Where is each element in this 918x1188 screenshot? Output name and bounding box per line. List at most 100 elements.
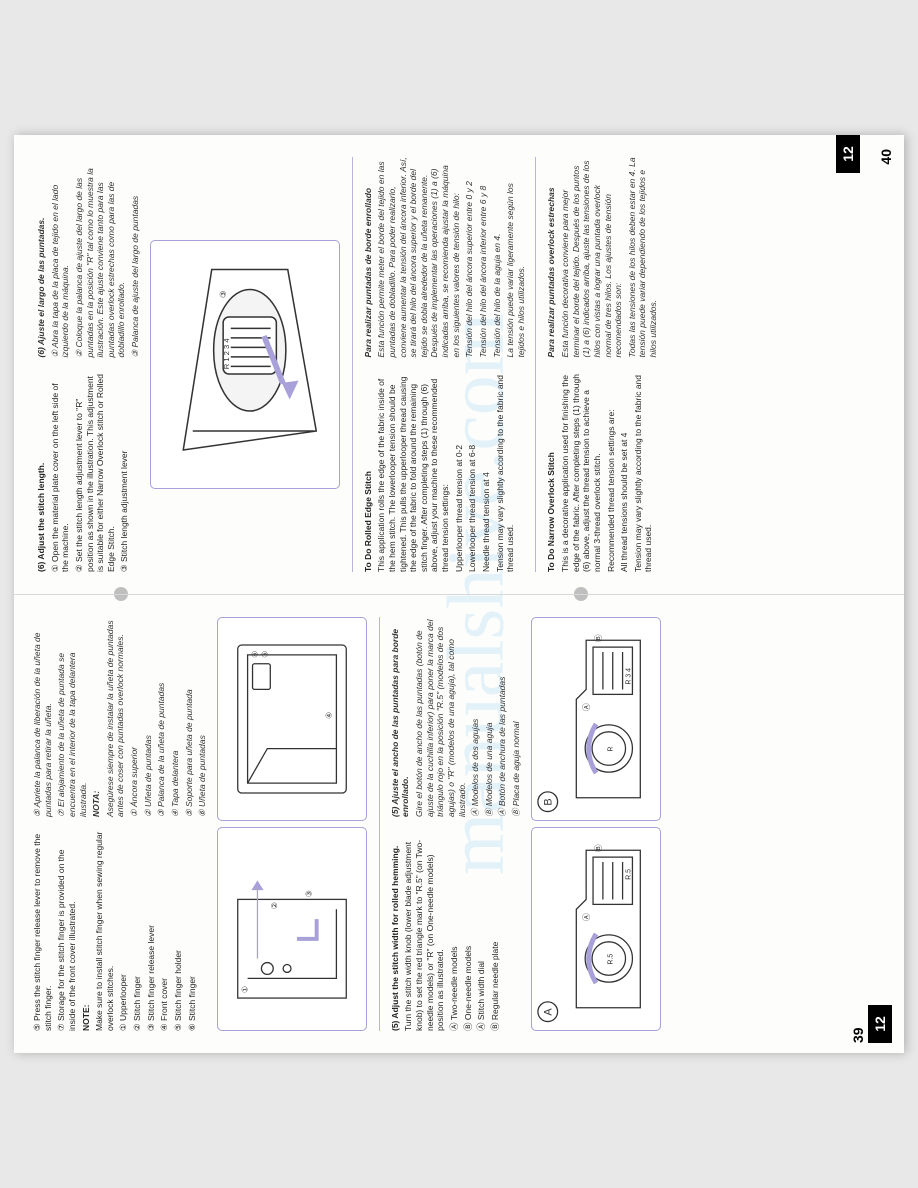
legend-item: Ⓑ One-needle models (463, 831, 474, 1031)
body-text: Esta función permite meter el borde del … (376, 157, 461, 358)
col-en: ⑤ Press the stitch finger release lever … (32, 831, 211, 1031)
legend-item: Ⓑ Regular needle plate (490, 831, 501, 1031)
body-text: ⑦ Storage for the stitch finger is provi… (56, 831, 77, 1031)
section-heading: Para realizar puntadas de borde enrollad… (363, 157, 374, 358)
body-text: ⑤ Press the stitch finger release lever … (32, 831, 53, 1031)
legend-item: Ⓐ Two-needle models (449, 831, 460, 1031)
note-body: Asegúrese siempre de instalar la uñeta d… (105, 617, 126, 817)
legend-item: ② Stitch finger (132, 831, 143, 1031)
svg-text:R 3 4: R 3 4 (625, 668, 632, 685)
width-dial-b-illustration: B R R 3 4 Ⓐ Ⓑ (531, 617, 661, 821)
tension-note: Tension may vary slightly according to t… (633, 372, 654, 573)
step-heading: (5) Adjust the stitch width for rolled h… (390, 831, 401, 1031)
page-40: (6) Adjust the stitch length. ① Open the… (14, 135, 904, 594)
separator (379, 617, 380, 1031)
svg-text:R.5: R.5 (607, 954, 614, 965)
body-text: ② Set the stitch length adjustment lever… (74, 372, 117, 573)
page-number: 40 (878, 149, 894, 165)
page-number: 39 (850, 1027, 866, 1043)
col-es: Para realizar puntadas overlock estrecha… (542, 157, 661, 358)
legend-item: ④ Tapa delantera (170, 617, 181, 817)
col-en: To Do Narrow Overlock Stitch This is a d… (542, 372, 661, 573)
note-heading: NOTA: (91, 617, 102, 817)
top-section: ⑤ Press the stitch finger release lever … (32, 617, 211, 1031)
stitch-finger-illustration: ① ② ③ (217, 827, 367, 1031)
mid-section: (5) Adjust the stitch width for rolled h… (386, 617, 525, 1031)
legend-item: Ⓐ Stitch width dial (476, 831, 487, 1031)
section-heading: Para realizar puntadas overlock estrecha… (546, 157, 557, 358)
tension-note: Tension may vary slightly according to t… (495, 372, 516, 573)
section-heading: To Do Rolled Edge Stitch (363, 372, 374, 573)
svg-text:④: ④ (324, 712, 333, 719)
svg-text:R: R (607, 746, 614, 751)
col-en: (5) Adjust the stitch width for rolled h… (386, 831, 525, 1031)
legend-item: ④ Front cover (159, 831, 170, 1031)
legend-item: ① Upperlooper (118, 831, 129, 1031)
col-en: (6) Adjust the stitch length. ① Open the… (32, 372, 144, 573)
svg-text:②: ② (270, 902, 279, 909)
legend-item: Ⓑ Modelos de una aguja (484, 617, 495, 817)
step-heading: (6) Adjust the stitch length. (36, 372, 47, 573)
tension-setting: Tensión del hilo del áncora superior ent… (464, 157, 475, 358)
body-text: ① Abra la tapa de la placa de tejido en … (50, 157, 71, 358)
svg-text:③: ③ (218, 290, 228, 298)
legend-item: Ⓐ Botón de anchura de las puntadas (497, 617, 508, 817)
separator (352, 157, 353, 572)
legend-item: ⑥ Stitch finger (187, 831, 198, 1031)
stitch-length-illustration: R 1 2 3 4 ③ (150, 240, 340, 489)
step-heading: (6) Ajuste el largo de las puntadas. (36, 157, 47, 358)
svg-text:B: B (542, 798, 554, 805)
illustration-row: A R.5 R.5 Ⓐ Ⓑ B (525, 617, 667, 1031)
narrow-overlock-section: To Do Narrow Overlock Stitch This is a d… (542, 157, 661, 572)
body-text: ① Open the material plate cover on the l… (50, 372, 71, 573)
tension-setting: Upperlooper thread tension at 0-2 (454, 372, 465, 573)
svg-text:Ⓑ: Ⓑ (594, 634, 603, 642)
body-text: ⑤ Apriete la palanca de liberación de la… (32, 617, 53, 817)
body-text: Gire el botón de ancho de las puntadas (… (414, 617, 467, 817)
svg-text:⑤: ⑤ (260, 651, 269, 658)
tension-setting: Lowerlooper thread tension at 6-8 (467, 372, 478, 573)
body-text: Recommended thread tension settings are: (606, 372, 617, 573)
body-text: ⑦ El alojamiento de la uñeta de puntada … (56, 617, 88, 817)
legend-item: Ⓑ Placa de aguja normal (511, 617, 522, 817)
tension-setting: All thread tensions should be set at 4 (619, 372, 630, 573)
tension-note: La tensión puede variar ligeramente segú… (505, 157, 526, 358)
page-spread: manualshive.com ⑤ Press the stitch finge… (14, 135, 904, 1053)
svg-text:A: A (542, 1008, 554, 1016)
col-es: Para realizar puntadas de borde enrollad… (359, 157, 530, 358)
step-heading: (5) Ajuste el ancho de las puntadas para… (390, 617, 411, 817)
legend: ① Upperlooper ② Stitch finger ③ Stitch f… (118, 831, 197, 1031)
body-text: Turn the stitch width knob (lower blade … (403, 831, 446, 1031)
tension-note: Todas las tensiones de los hilos deben e… (627, 157, 659, 358)
body-text: This application rolls the edge of the f… (376, 372, 450, 573)
svg-text:R 1 2 3 4: R 1 2 3 4 (221, 338, 230, 369)
legend-item: ② Uñeta de puntadas (143, 617, 154, 817)
body-text: Esta función decorativa conviene para me… (560, 157, 624, 358)
col-es: ⑤ Apriete la palanca de liberación de la… (32, 617, 211, 817)
col-es: (5) Ajuste el ancho de las puntadas para… (386, 617, 525, 817)
col-es: (6) Ajuste el largo de las puntadas. ① A… (32, 157, 144, 358)
illustration-row: ① ② ③ ④ ⑤ ⑥ (211, 617, 373, 1031)
top-section: (6) Adjust the stitch length. ① Open the… (32, 157, 144, 572)
svg-text:Ⓑ: Ⓑ (594, 844, 603, 852)
legend-item: ③ Palanca de ajuste del largo de puntada… (130, 157, 141, 358)
note-heading: NOTE: (81, 831, 92, 1031)
svg-text:⑥: ⑥ (250, 651, 259, 658)
tension-setting: Tensión del hilo de la aguja en 4. (492, 157, 503, 358)
legend-item: ⑥ Uñeta de puntadas (197, 617, 208, 817)
note-body: Make sure to install stitch finger when … (94, 831, 115, 1031)
body-text: ② Coloque la palanca de ajuste del largo… (74, 157, 127, 358)
tension-setting: Needle thread tension at 4 (481, 372, 492, 573)
legend-item: ③ Stitch length adjustment lever (119, 372, 130, 573)
rolled-edge-section: To Do Rolled Edge Stitch This applicatio… (359, 157, 530, 572)
width-dial-a-illustration: A R.5 R.5 Ⓐ Ⓑ (531, 827, 661, 1031)
svg-text:Ⓐ: Ⓐ (582, 913, 591, 921)
svg-text:③: ③ (304, 890, 313, 897)
tension-setting: Tensión del hilo del áncora inferior ent… (478, 157, 489, 358)
svg-text:①: ① (240, 986, 249, 993)
legend-item: ① Áncora superior (129, 617, 140, 817)
section-tab: 12 (836, 135, 860, 173)
legend-item: ⑤ Stitch finger holder (173, 831, 184, 1031)
legend-item: ③ Stitch finger release lever (146, 831, 157, 1031)
front-cover-illustration: ④ ⑤ ⑥ (217, 617, 367, 821)
